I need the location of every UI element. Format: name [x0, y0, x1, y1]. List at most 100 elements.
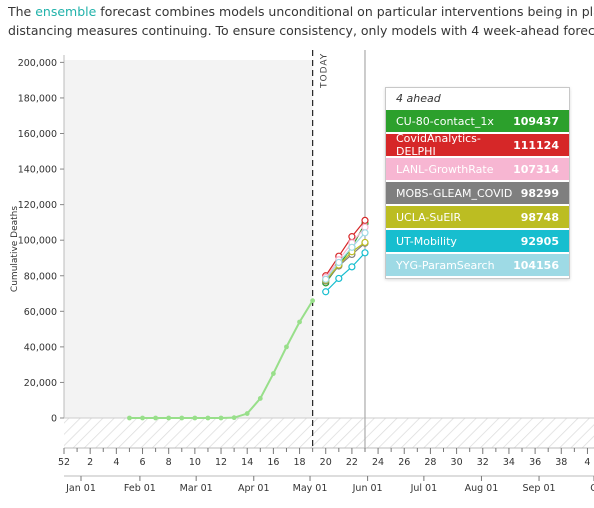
tooltip-model-value: 107314	[513, 162, 559, 176]
tooltip-model-name: UT-Mobility	[396, 234, 457, 248]
forecast-line	[325, 220, 366, 277]
observed-point	[231, 415, 237, 421]
forecast-point	[361, 216, 369, 225]
forecast-line	[325, 241, 366, 281]
observed-series	[127, 298, 316, 421]
tooltip-model-value: 104156	[513, 258, 559, 272]
y-tick-label: 180,000	[18, 93, 57, 104]
forecast-covidanalytics-delphi	[322, 216, 369, 280]
month-tick-label: May 01	[293, 483, 328, 494]
week-tick-label: 16	[267, 457, 279, 468]
y-tick-label: 100,000	[18, 236, 57, 247]
tooltip-row: CU-80-contact_1x 109437	[386, 110, 569, 132]
week-tick-label: 20	[320, 457, 332, 468]
ensemble-link[interactable]: ensemble	[35, 4, 97, 19]
y-tick-label: 120,000	[18, 200, 57, 211]
forecast-line	[325, 232, 366, 280]
week-tick-label: 10	[189, 457, 201, 468]
forecast-point	[348, 263, 356, 271]
month-tick-label: Jun 01	[352, 483, 383, 494]
y-tick-label: 0	[51, 414, 57, 425]
observed-point	[127, 415, 132, 421]
tooltip-row: MOBS-GLEAM_COVID 98299	[386, 182, 569, 204]
tooltip-model-name: CovidAnalytics-DELPHI	[396, 132, 481, 158]
week-tick-label: 22	[346, 457, 358, 468]
week-tick-label: 4	[113, 457, 119, 468]
week-tick-label: 28	[424, 457, 436, 468]
tooltip-title: 4 ahead	[396, 92, 441, 105]
observed-point	[244, 411, 250, 416]
forecast-point	[322, 275, 330, 283]
month-tick-label: Mar 01	[180, 483, 213, 494]
month-tick-label: Apr 01	[238, 483, 270, 494]
observed-point	[270, 371, 276, 376]
month-tick-label: O	[590, 483, 594, 494]
forecast-series	[322, 216, 369, 296]
tooltip-row: CovidAnalytics-DELPHI 111124	[386, 132, 569, 158]
tooltip-row: LANL-GrowthRate 107314	[386, 158, 569, 180]
forecast-point	[348, 233, 356, 241]
month-tick-label: Sep 01	[523, 483, 556, 494]
forecast-point	[335, 274, 343, 283]
forecast-line	[325, 252, 366, 293]
forecast-ut-mobility	[322, 249, 369, 296]
observed-point	[257, 396, 263, 401]
tooltip-model-name: UCLA-SuEIR	[396, 210, 462, 224]
y-tick-label: 80,000	[24, 271, 57, 282]
tooltip-model-name: LANL-GrowthRate	[396, 162, 494, 176]
y-tick-label: 200,000	[18, 58, 57, 69]
negative-hatch-area	[64, 418, 594, 448]
week-tick-label: 52	[58, 457, 70, 468]
tooltip-row: UCLA-SuEIR 98748	[386, 206, 569, 228]
tooltip-model-name: CU-80-contact_1x	[396, 114, 494, 128]
week-tick-label: 14	[241, 457, 253, 468]
week-tick-label: 18	[294, 457, 306, 468]
forecast-point	[322, 288, 330, 296]
observed-point	[140, 415, 145, 421]
y-tick-label: 40,000	[24, 342, 57, 353]
y-tick-label: 140,000	[18, 165, 57, 176]
tooltip-model-value: 109437	[513, 114, 559, 128]
month-tick-label: Aug 01	[465, 483, 499, 494]
observed-period-background	[64, 60, 313, 418]
today-label: TODAY	[320, 53, 330, 89]
tooltip-model-value: 111124	[513, 138, 559, 152]
week-tick-label: 36	[529, 457, 541, 468]
month-tick-label: Jul 01	[410, 483, 438, 494]
week-tick-label: 6	[139, 457, 145, 468]
y-tick-label: 20,000	[24, 378, 57, 389]
week-tick-label: 26	[398, 457, 410, 468]
week-tick-label: 32	[477, 457, 489, 468]
observed-point	[179, 415, 185, 421]
tooltip-model-name: MOBS-GLEAM_COVID	[396, 186, 513, 200]
forecast-point	[335, 258, 343, 267]
observed-point	[205, 415, 211, 421]
forecast-point	[361, 249, 369, 257]
observed-point	[218, 415, 224, 421]
tooltip-model-value: 92905	[520, 234, 559, 248]
observed-point	[297, 319, 302, 325]
observed-point	[192, 415, 198, 421]
forecast-point	[361, 238, 369, 247]
y-tick-label: 60,000	[24, 307, 57, 318]
observed-point	[153, 415, 159, 421]
forecast-point	[348, 243, 356, 251]
forecast-tooltip: 4 ahead CU-80-contact_1x 109437 CovidAnaly…	[385, 87, 570, 279]
observed-point	[310, 298, 316, 304]
intro-line-1: The ensemble forecast combines models un…	[8, 2, 594, 21]
intro-text-start: The	[8, 4, 36, 19]
week-tick-label: 12	[215, 457, 227, 468]
y-axis-label: Cumulative Deaths	[10, 206, 20, 292]
forecast-line	[325, 226, 366, 278]
y-tick-label: 160,000	[18, 129, 57, 140]
week-tick-label: 4	[584, 457, 590, 468]
intro-text-rest: forecast combines models unconditional o…	[100, 4, 594, 19]
forecast-point	[361, 229, 369, 237]
tooltip-model-name: YYG-ParamSearch	[396, 258, 495, 272]
tooltip-row: YYG-ParamSearch 104156	[386, 254, 569, 276]
forecast-yyg-paramsearch	[322, 229, 369, 283]
intro-text: The ensemble forecast combines models un…	[8, 2, 594, 40]
intro-line-2: distancing measures continuing. To ensur…	[8, 23, 594, 38]
month-axis: Jan 01 Feb 01 Mar 01 Apr 01 May 01 Jun 01 Jul …	[64, 475, 594, 494]
